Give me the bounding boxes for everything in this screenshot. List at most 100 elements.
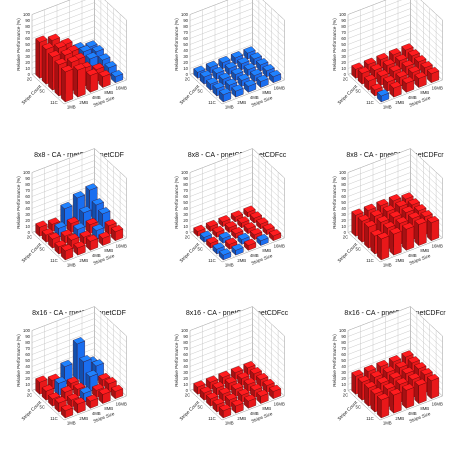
bar-top-face (376, 215, 389, 223)
z-tick-label: 20 (341, 60, 346, 65)
bar-top-face (92, 223, 105, 231)
z-tick-label: 40 (25, 48, 30, 53)
z-gridline (347, 38, 443, 69)
bar-side-face (357, 217, 363, 243)
bar-top-face (408, 65, 421, 73)
z-tick-label: 90 (183, 176, 188, 181)
z-tick-label: 0 (186, 230, 189, 235)
z-tick-label: 50 (341, 42, 346, 47)
z-tick-label: 30 (183, 212, 188, 217)
stripe-size-tick: 16MB (432, 243, 443, 248)
stripe-count-label: Stripe Count (21, 83, 43, 105)
bar-top-face (60, 229, 73, 237)
stripe-size-tick: 16MB (432, 85, 443, 90)
z-gridline (189, 190, 285, 221)
bar (224, 221, 237, 234)
chart-panel: 0 10 20 30 40 50 60 70 80 90 100 Relative Performan… (316, 0, 474, 159)
bar-top-face (212, 381, 225, 389)
z-axis-label: Relative Performance (%) (174, 18, 179, 71)
stripe-size-tick: 16MB (274, 243, 285, 248)
z-tick-label: 90 (183, 334, 188, 339)
bar-top-face (414, 217, 427, 225)
bar-top-face (98, 387, 111, 395)
bar-top-face (364, 220, 377, 228)
bar (250, 228, 263, 241)
bar-top-face (231, 84, 244, 92)
z-tick-label: 20 (183, 218, 188, 223)
z-gridline (189, 196, 285, 227)
chart-panel: 0 10 20 30 40 50 60 70 80 90 100 Relative Performan… (158, 147, 316, 317)
chart-panel: 0 10 20 30 40 50 60 70 80 90 100 Relative Performan… (158, 0, 316, 159)
stripe-count-tick: 11C (366, 100, 374, 105)
z-gridline (31, 154, 127, 185)
stripe-size-tick: 4MB (250, 411, 259, 416)
bar-top-face (85, 394, 99, 402)
stripe-size-tick: 8MB (420, 248, 429, 253)
bar-top-face (212, 225, 225, 233)
stripe-count-label: Stripe Count (337, 241, 359, 263)
stripe-size-tick: 2MB (395, 416, 404, 421)
bar-side-face (351, 211, 356, 237)
bar-top-face (212, 66, 225, 74)
stripe-count-tick: 11C (208, 100, 216, 105)
bar-top-face (73, 382, 86, 390)
bar-top-face (256, 74, 269, 82)
bar-top-face (426, 215, 440, 223)
bar-top-face (364, 74, 377, 82)
z-gridline (31, 354, 127, 385)
bar-side-face (48, 53, 53, 91)
z-tick-label: 100 (339, 12, 347, 17)
bar-top-face (243, 377, 256, 385)
stripe-count-tick: 2C (343, 76, 349, 81)
stripe-count-tick: 5C (356, 404, 362, 409)
stripe-size-tick: 2MB (79, 100, 88, 105)
z-gridline (189, 166, 285, 197)
bar (218, 231, 231, 244)
bar (110, 384, 124, 400)
z-axis-label: Relative Performance (%) (16, 18, 21, 71)
bar-top-face (407, 356, 420, 364)
stripe-size-tick: 1MB (67, 105, 76, 110)
bar-top-face (231, 243, 244, 251)
z-gridline (31, 336, 127, 367)
bar (237, 232, 250, 245)
z-gridline (347, 312, 443, 343)
z-tick-label: 20 (341, 218, 346, 223)
z-gridline (31, 0, 127, 21)
bar-top-face (110, 384, 124, 392)
bar-top-face (91, 359, 104, 367)
stripe-count-tick: 5C (198, 88, 204, 93)
z-tick-label: 100 (339, 170, 347, 175)
z-tick-label: 90 (341, 176, 346, 181)
z-gridline (189, 2, 285, 33)
z-tick-label: 100 (181, 12, 189, 17)
z-tick-label: 50 (183, 42, 188, 47)
bar-top-face (256, 372, 269, 380)
z-tick-label: 10 (341, 224, 346, 229)
stripe-size-tick: 4MB (250, 95, 259, 100)
z-tick-label: 70 (341, 30, 346, 35)
bar-top-face (104, 61, 117, 69)
bar (218, 403, 232, 419)
z-tick-label: 80 (25, 340, 30, 345)
stripe-count-label: Stripe Count (179, 399, 201, 421)
bar-top-face (54, 240, 67, 248)
bar (85, 394, 99, 409)
bar-front-face (393, 391, 402, 414)
bar-top-face (212, 82, 225, 90)
bar-top-face (351, 369, 364, 377)
bar-side-face (389, 230, 394, 256)
bar-top-face (376, 69, 389, 77)
bar (414, 217, 427, 246)
bar-front-face (406, 387, 415, 409)
bar (110, 69, 124, 84)
bar-top-face (218, 370, 231, 378)
bar-top-face (401, 366, 414, 374)
bar-top-face (85, 183, 98, 191)
z-tick-label: 20 (341, 376, 346, 381)
z-gridline (189, 160, 285, 191)
bar-top-face (250, 383, 263, 391)
bar-top-face (98, 372, 111, 380)
bar-top-face (389, 388, 402, 396)
bar (256, 233, 269, 246)
